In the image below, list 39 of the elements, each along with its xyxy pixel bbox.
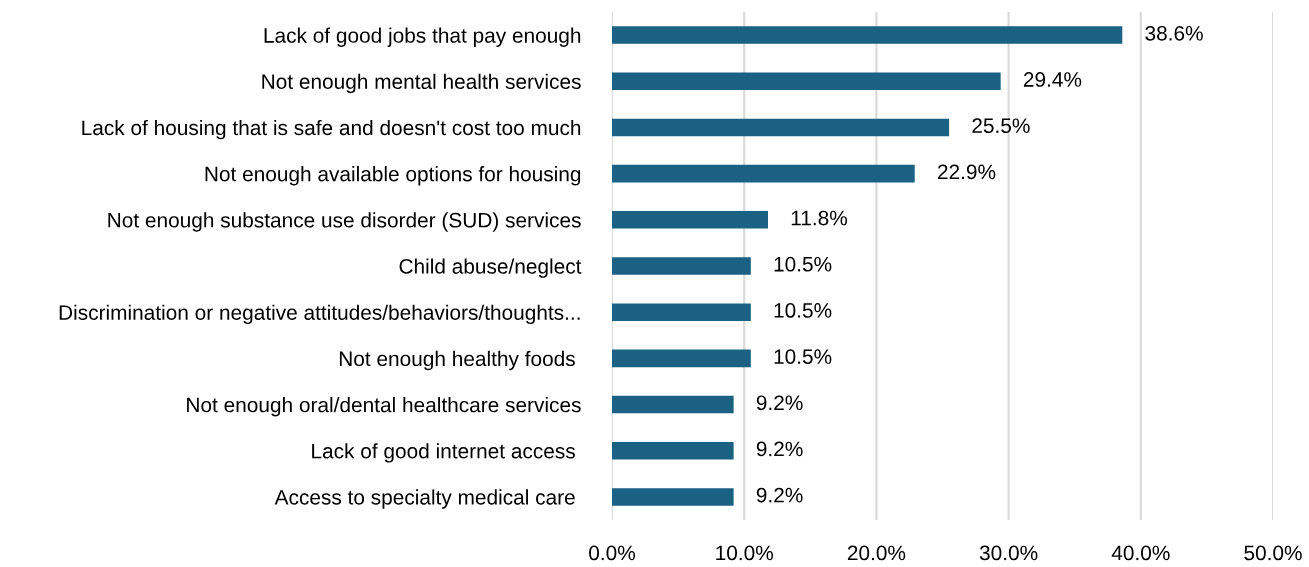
y-tick-label: Not enough oral/dental healthcare services [187, 397, 581, 417]
bar [612, 349, 751, 368]
bar [612, 211, 768, 229]
y-tick-label: Not enough available options for housing [205, 166, 581, 186]
y-tick-label: Not enough healthy foods [339, 350, 575, 371]
data-label: 22.9% [938, 164, 996, 180]
data-label: 9.2% [756, 487, 803, 503]
bar [612, 118, 950, 137]
y-tick-label: Lack of housing that is safe and doesn't cost too much [82, 119, 581, 140]
x-tick-label: 30.0% [979, 545, 1038, 561]
data-label: 10.5% [774, 303, 832, 318]
data-label: 10.5% [774, 256, 832, 272]
data-label: 29.4% [1023, 72, 1082, 87]
data-label: 25.5% [972, 118, 1030, 134]
y-tick-label: Child abuse/neglect [399, 258, 582, 278]
x-tick-label: 20.0% [847, 545, 906, 561]
data-label: 38.6% [1145, 25, 1203, 41]
y-tick-label: Lack of good internet access [312, 443, 575, 463]
data-label: 9.2% [756, 441, 803, 457]
y-tick-label: Discrimination or negative attitudes/behaviors/thoughts... [59, 304, 580, 325]
bar [612, 488, 734, 506]
data-label: 9.2% [756, 395, 803, 411]
bar [612, 164, 915, 183]
y-tick-label: Access to specialty medical care [274, 489, 575, 509]
bar [612, 72, 1001, 91]
y-tick-label: Not enough substance use disorder (SUD) services [108, 212, 581, 232]
x-tick-label: 0.0% [589, 545, 635, 561]
y-tick-label: Not enough mental health services [262, 73, 581, 94]
bar [612, 395, 734, 414]
x-tick-label: 10.0% [716, 545, 773, 561]
data-label: 10.5% [774, 349, 832, 364]
data-label: 11.8% [791, 210, 848, 226]
bar [612, 26, 1123, 44]
y-tick-label: Lack of good jobs that pay enough [264, 27, 581, 47]
x-tick-label: 50.0% [1244, 545, 1302, 561]
bar [612, 441, 734, 460]
x-tick-label: 40.0% [1111, 545, 1170, 561]
bar [612, 303, 751, 321]
bar [612, 257, 751, 275]
